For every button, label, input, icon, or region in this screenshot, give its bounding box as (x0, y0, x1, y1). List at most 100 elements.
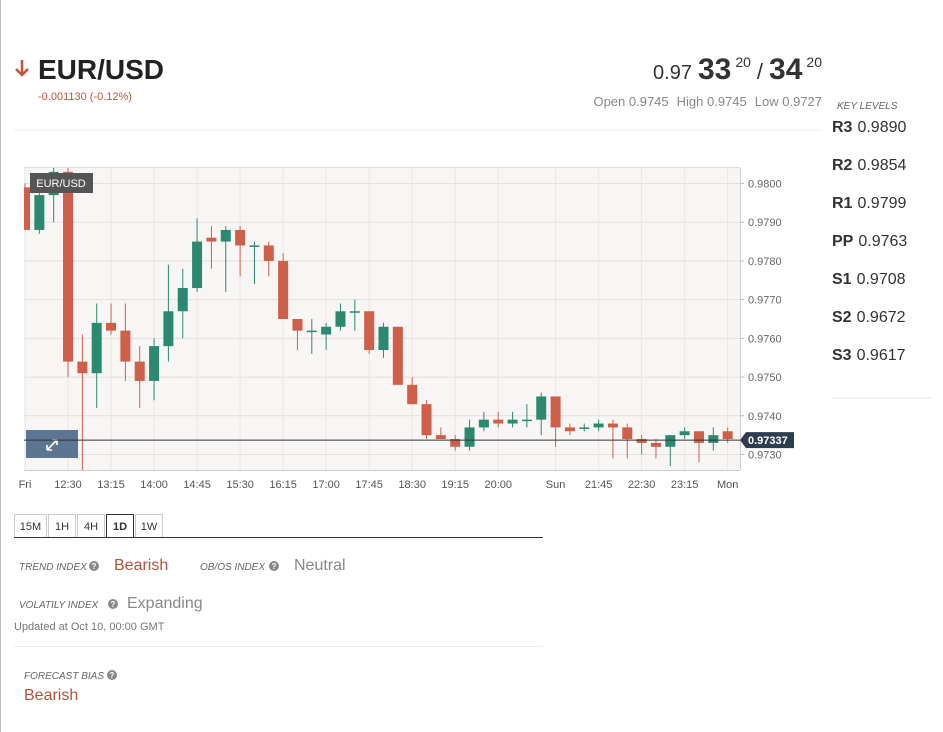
candle-body (622, 427, 633, 440)
volatility-label: VOLATILY INDEX (19, 600, 99, 611)
candle-body (364, 311, 375, 350)
y-tick-label: 0.9760 (748, 333, 782, 345)
x-tick-label: 20:00 (484, 479, 512, 491)
x-tick-label: 22:30 (628, 479, 656, 491)
candle-body (579, 427, 590, 429)
x-tick-label: 17:00 (312, 479, 340, 491)
price-part: / (757, 59, 764, 84)
key-level-label: S1 (832, 271, 852, 288)
candle-body (708, 435, 719, 443)
candle-body (34, 195, 45, 230)
price-part: 20 (735, 54, 751, 70)
x-tick-label: 16:15 (269, 479, 297, 491)
key-level: S2 0.9672 (832, 309, 906, 326)
y-tick-label: 0.9780 (748, 256, 782, 268)
candle-body (722, 431, 733, 440)
candle-body (235, 229, 246, 246)
trend-value: Bearish (114, 557, 168, 574)
candle-body (421, 404, 432, 436)
help-icon[interactable] (108, 599, 118, 609)
open: Open 0.9745 (593, 94, 668, 109)
candle-body (650, 442, 661, 447)
key-levels-title: KEY LEVELS (837, 101, 898, 112)
x-tick-label: 18:30 (398, 479, 426, 491)
candle-body (206, 237, 217, 242)
change: -0.001130 (-0.12%) (38, 91, 132, 103)
candle-body (693, 431, 704, 443)
help-icon-mark: ? (92, 562, 97, 571)
candle-body (120, 330, 131, 362)
plot-area (24, 168, 740, 470)
x-tick-label: Sun (546, 479, 566, 491)
candle-body (435, 435, 446, 440)
x-tick-label: 21:45 (585, 479, 613, 491)
candle-body (249, 245, 260, 247)
key-level-value: 0.9763 (858, 233, 907, 250)
help-icon-mark: ? (111, 600, 116, 609)
x-tick-label: 19:15 (441, 479, 469, 491)
key-level-label: PP (832, 233, 854, 250)
x-tick-label: Mon (717, 479, 738, 491)
candle-body (321, 326, 332, 335)
candle-body (679, 431, 690, 436)
tab-label[interactable]: 4H (84, 521, 98, 533)
y-tick-label: 0.9790 (748, 217, 782, 229)
key-levels: R3 0.9890 R2 0.9854 R1 0.9799 PP 0.9763 S1 0.9708… (832, 119, 907, 364)
key-level-label: R1 (832, 195, 853, 212)
volatility-value: Expanding (127, 595, 203, 612)
high: High 0.9745 (677, 94, 747, 109)
help-icon[interactable] (89, 561, 99, 571)
candle-body (149, 346, 160, 381)
tab-label[interactable]: 1W (141, 521, 158, 533)
expand-button[interactable] (26, 430, 78, 458)
candle-body (163, 311, 174, 347)
candle-body (134, 361, 145, 381)
candle-body (521, 419, 532, 422)
candle-body (407, 384, 418, 405)
candle-body (450, 439, 461, 447)
key-level-label: S2 (832, 309, 852, 326)
x-tick-label: 13:15 (97, 479, 125, 491)
chart-label-box (30, 173, 93, 193)
help-icon-mark: ? (272, 562, 277, 571)
candle-body (550, 396, 561, 428)
last-price-box (740, 432, 794, 449)
tab-label[interactable]: 1D (113, 521, 127, 533)
key-level-value: 0.9708 (857, 271, 906, 288)
expand-icon[interactable] (46, 439, 58, 451)
candle-body (665, 435, 676, 447)
tab-label[interactable]: 15M (20, 521, 41, 533)
key-level-value: 0.9799 (857, 195, 906, 212)
last-price-label: 0.97337 (748, 435, 788, 447)
candle-body (536, 396, 547, 420)
help-icon[interactable] (269, 561, 279, 571)
y-tick-label: 0.9770 (748, 295, 782, 307)
key-level: R3 0.9890 (832, 119, 906, 136)
price: 0.97 33 20/34 20 (653, 53, 822, 86)
key-level: S3 0.9617 (832, 347, 906, 364)
candle-body (263, 245, 274, 261)
candle-body (636, 439, 647, 443)
key-level-value: 0.9890 (857, 119, 906, 136)
key-level: R1 0.9799 (832, 195, 906, 212)
price-part: 20 (806, 54, 822, 70)
candle-body (478, 419, 489, 428)
key-level-label: R3 (832, 119, 853, 136)
y-tick-label: 0.9750 (748, 372, 782, 384)
axis-labels: 0.9730 0.9740 0.9750 0.9760 0.9770 0.9780 0.97… (19, 178, 782, 491)
y-tick-label: 0.9740 (748, 411, 782, 423)
candle-body (306, 330, 317, 333)
candle-body (278, 260, 289, 319)
trend-label: TREND INDEX (19, 562, 87, 573)
forecast-label: FORECAST BIAS (24, 671, 104, 682)
help-icon[interactable] (107, 670, 117, 680)
forecast-value: Bearish (24, 687, 78, 704)
key-level-value: 0.9617 (857, 347, 906, 364)
obos-label: OB/OS INDEX (200, 562, 265, 573)
tab-label[interactable]: 1H (55, 521, 69, 533)
candle-body (507, 419, 518, 424)
x-tick-label: 17:45 (355, 479, 383, 491)
candle-body (493, 419, 504, 424)
candle-body (91, 322, 102, 374)
